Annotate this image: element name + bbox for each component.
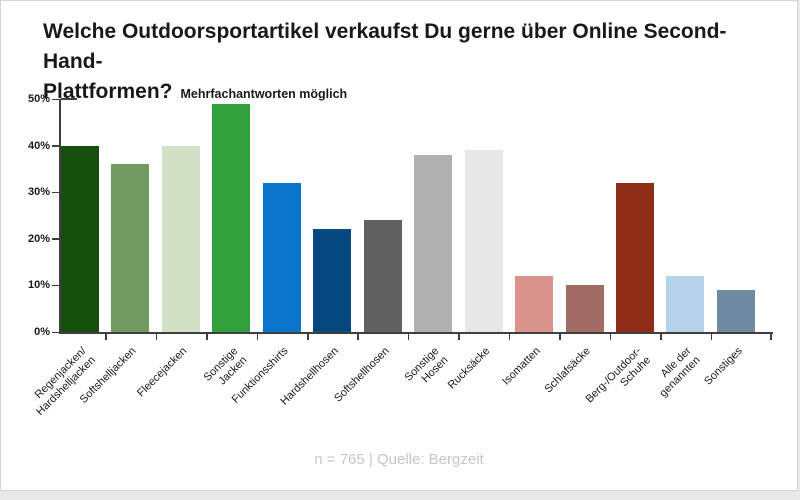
chart-footer-note: n = 765 | Quelle: Bergzeit: [314, 451, 484, 468]
bar-column-regenjacken-hardshelljacken: Regenjacken/ Hardshelljacken: [32, 99, 99, 418]
bar-berg-outdoor-schuhe: [615, 182, 654, 332]
x-axis-tick: [458, 334, 460, 340]
x-axis-tick: [609, 334, 612, 340]
bar-column-alle-der-genannten: Alle der genannten: [658, 99, 705, 400]
y-axis-tick: [52, 191, 59, 194]
x-axis-label-sonstiges: Sonstiges: [701, 345, 745, 388]
bar-column-isomatten: Isomatten: [500, 99, 554, 388]
bar-sonstige-jacken: [212, 103, 251, 332]
x-axis-tick: [256, 334, 259, 340]
bar-isomatten: [515, 276, 554, 332]
chart-subtitle: Mehrfachantworten möglich: [180, 86, 348, 101]
x-axis-tick: [770, 334, 772, 340]
x-axis-tick: [206, 334, 208, 340]
bar-column-sonstige-jacken: Sonstige Jacken: [201, 99, 251, 387]
x-axis-label-alle-der-genannten: Alle der genannten: [657, 345, 704, 400]
x-axis-label-schlafsäcke: Schlafsäcke: [542, 345, 594, 396]
x-axis-label-sonstige-hosen: Sonstige Hosen: [402, 345, 451, 386]
bar-column-hardshellhosen: Hardshellhosen: [278, 99, 352, 408]
y-axis-tick-label: 50%: [27, 93, 50, 105]
bars-container: Regenjacken/ Hardshelljacken Softshelljac…: [32, 99, 773, 418]
x-axis-label-isomatten: Isomatten: [499, 345, 543, 388]
x-axis-tick: [155, 334, 158, 340]
bar-hardshellhosen: [313, 229, 352, 332]
bar-column-sonstiges: Sonstiges: [702, 99, 755, 388]
chart-header: Welche Outdoorsportartikel verkaufst Du …: [43, 17, 785, 106]
bar-column-softshellhosen: Softshellhosen: [332, 99, 402, 405]
y-axis-tick-label: 0%: [34, 326, 50, 338]
bar-fleecejacken: [161, 145, 200, 332]
y-axis-tick-label: 10%: [27, 279, 50, 292]
bar-column-schlafsäcke: Schlafsäcke: [543, 99, 604, 395]
bar-alle-der-genannten: [666, 276, 705, 332]
bar-column-rucksäcke: Rucksäcke: [446, 99, 503, 392]
chart-title: Welche Outdoorsportartikel verkaufst Du …: [43, 20, 727, 103]
x-axis-tick: [508, 334, 511, 340]
bar-column-softshelljacken: Softshelljacken: [78, 99, 150, 406]
y-axis-tick: [52, 145, 59, 147]
y-axis-top-tick: [61, 98, 77, 100]
bar-softshelljacken: [111, 164, 150, 332]
x-axis-tick: [710, 334, 713, 340]
x-axis-tick: [407, 334, 410, 340]
bar-funktionsshirts: [262, 182, 301, 332]
bar-column-fleecejacken: Fleecejacken: [135, 99, 200, 399]
x-axis-tick: [357, 334, 359, 340]
bar-sonstiges: [716, 290, 755, 332]
x-axis-tick: [307, 334, 309, 340]
x-axis-tick: [105, 334, 107, 340]
bar-column-berg-outdoor-schuhe: Berg-/Outdoor-Schuhe: [583, 99, 654, 405]
x-axis-label-rucksäcke: Rucksäcke: [445, 345, 493, 392]
x-axis-label-berg-outdoor-schuhe: Berg-/Outdoor-Schuhe: [583, 345, 653, 406]
y-axis-tick: [52, 98, 59, 100]
bar-softshellhosen: [363, 220, 402, 332]
x-axis-tick: [559, 334, 561, 340]
bar-regenjacken-hardshelljacken: [61, 145, 99, 332]
bar-sonstige-hosen: [414, 154, 453, 332]
y-axis-tick: [52, 284, 59, 287]
chart-card: Welche Outdoorsportartikel verkaufst Du …: [0, 0, 798, 491]
plot-area: Regenjacken/ Hardshelljacken Softshelljac…: [28, 93, 773, 418]
y-axis-tick: [52, 331, 59, 333]
bar-column-sonstige-hosen: Sonstige Hosen: [403, 99, 453, 385]
bar-column-funktionsshirts: Funktionsshirts: [229, 99, 301, 406]
y-axis-tick-label: 40%: [27, 139, 50, 152]
bar-schlafsäcke: [565, 285, 604, 332]
bar-rucksäcke: [464, 150, 503, 332]
y-axis-tick-label: 30%: [27, 186, 50, 199]
x-axis-tick: [660, 334, 662, 340]
y-axis-tick-label: 20%: [27, 232, 50, 245]
x-axis-label-regenjacken-hardshelljacken: Regenjacken/ Hardshelljacken: [32, 345, 98, 419]
y-axis-tick: [52, 238, 59, 240]
x-axis-label-fleecejacken: Fleecejacken: [135, 345, 190, 400]
